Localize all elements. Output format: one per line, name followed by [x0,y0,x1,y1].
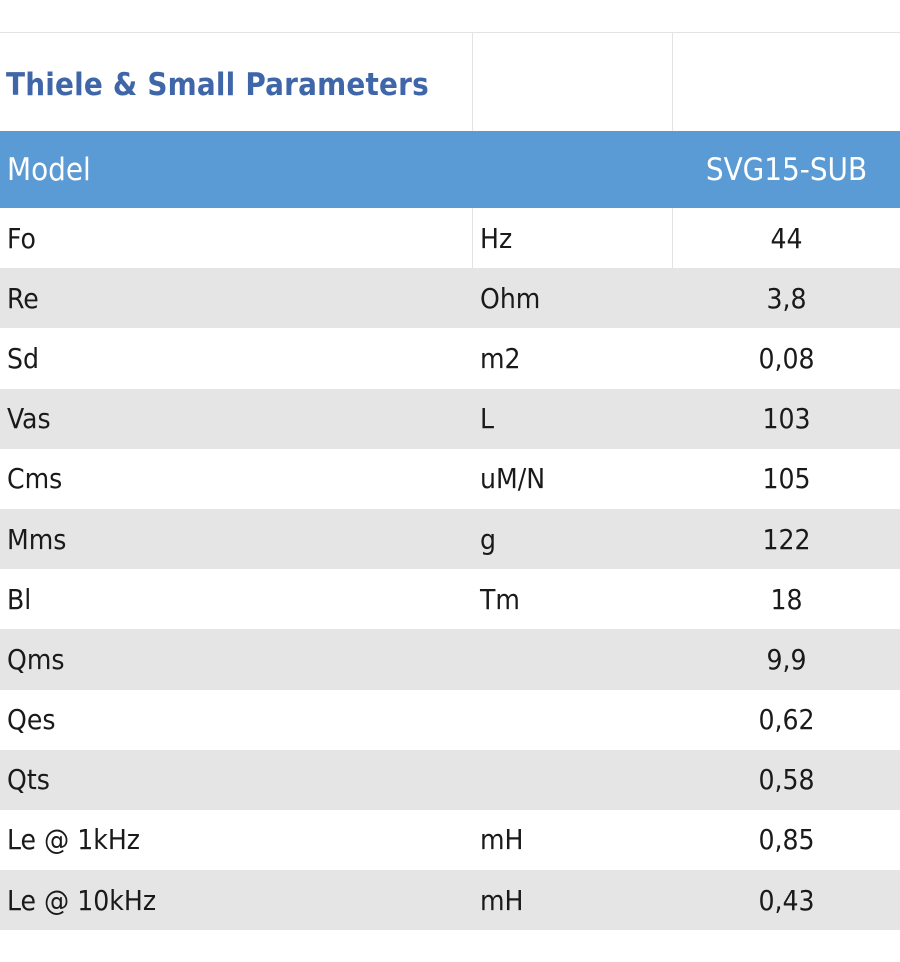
table-row: Le @ 10kHz mH 0,43 [0,870,900,931]
param-unit: Ohm [480,281,541,315]
param-value: 103 [762,402,811,436]
param-name: Cms [7,462,63,496]
param-unit: g [480,522,496,556]
param-value: 3,8 [766,281,807,315]
empty-cell [673,33,900,131]
param-unit: Hz [473,208,673,269]
param-value: 44 [770,221,803,255]
param-name: Qts [7,763,50,797]
table-row: Qms 9,9 [0,629,900,690]
param-name: Re [7,281,39,315]
param-name: Mms [7,522,67,556]
table-row: Cms uM/N 105 [0,448,900,509]
param-value: 0,58 [758,763,815,797]
param-unit [473,629,673,689]
table-row: Re Ohm 3,8 [0,268,900,329]
table-title: Thiele & Small Parameters [6,67,429,103]
header-label: Model [7,151,91,188]
param-name: Le @ 1kHz [7,823,141,857]
param-unit: m2 [480,341,521,375]
param-unit: mH [480,883,524,917]
param-value: 0,08 [758,341,815,375]
title-row: Thiele & Small Parameters [0,32,900,131]
param-value: 0,43 [758,883,815,917]
param-unit: uM/N [480,462,546,496]
param-name: Fo [0,208,473,269]
param-name: Vas [7,402,51,436]
param-value: 0,62 [758,703,815,737]
param-name: Qms [7,642,65,676]
param-unit [473,750,673,810]
param-unit: mH [480,823,524,857]
header-row: Model SVG15-SUB [0,131,900,208]
header-model: SVG15-SUB [705,151,868,188]
param-name: Le @ 10kHz [7,883,157,917]
parameters-table: Thiele & Small Parameters Model SVG15-SU… [0,32,900,931]
title-cell: Thiele & Small Parameters [0,33,473,131]
param-value: 105 [762,462,811,496]
table-row: Le @ 1kHz mH 0,85 [0,809,900,871]
param-unit: Tm [480,582,520,616]
param-value: 9,9 [766,642,807,676]
table-row: Mms g 122 [0,508,900,570]
param-unit: L [480,402,495,436]
param-value: 0,85 [758,823,815,857]
table-row: Qts 0,58 [0,749,900,810]
param-name: Qes [7,703,56,737]
empty-cell [473,33,673,131]
param-unit [473,690,673,750]
table-row: Vas L 103 [0,388,900,449]
table-row: Qes 0,62 [0,689,900,750]
param-name: Sd [7,341,39,375]
param-name: Bl [7,582,32,616]
table-row: Fo Hz 44 [0,208,900,269]
param-value: 18 [770,582,803,616]
table-row: Bl Tm 18 [0,569,900,630]
table-row: Sd m2 0,08 [0,328,900,389]
param-value: 122 [762,522,811,556]
table-body: Fo Hz 44 Re Ohm 3,8 Sd m2 0,08 Vas L 103… [0,208,900,931]
